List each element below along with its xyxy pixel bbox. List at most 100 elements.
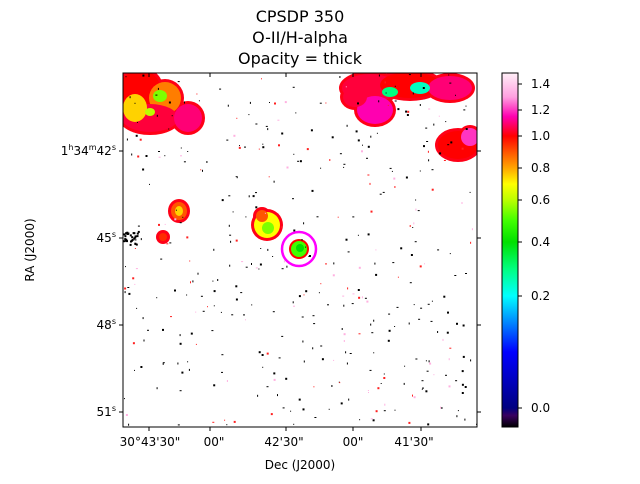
- noise-speck: [419, 104, 421, 106]
- noise-speck: [134, 239, 137, 241]
- noise-speck: [461, 392, 464, 394]
- noise-speck: [415, 358, 418, 360]
- noise-speck: [383, 373, 385, 375]
- noise-speck: [343, 304, 345, 307]
- noise-speck: [320, 283, 322, 285]
- noise-speck: [217, 279, 219, 281]
- noise-speck: [445, 374, 447, 376]
- noise-speck: [170, 316, 172, 318]
- noise-speck: [439, 152, 442, 155]
- noise-speck: [427, 423, 430, 426]
- region-right-edge-blob: [461, 128, 477, 146]
- noise-speck: [313, 323, 316, 325]
- noise-speck: [366, 300, 369, 303]
- noise-speck: [123, 240, 126, 243]
- x-tick-label: 41'30": [394, 435, 433, 449]
- noise-speck: [235, 298, 238, 301]
- noise-speck: [443, 160, 446, 161]
- noise-speck: [349, 353, 352, 354]
- noise-speck: [430, 320, 433, 322]
- noise-speck: [255, 192, 257, 194]
- x-tick-label: 30°43'30": [120, 435, 181, 449]
- noise-speck: [358, 266, 361, 269]
- region-top-left-core: [153, 90, 167, 102]
- noise-speck: [131, 236, 134, 239]
- noise-speck: [431, 300, 433, 302]
- noise-speck: [419, 170, 421, 172]
- noise-speck: [333, 359, 335, 361]
- noise-speck: [383, 377, 386, 379]
- noise-speck: [227, 104, 229, 107]
- noise-speck: [273, 378, 276, 381]
- noise-speck: [462, 355, 465, 358]
- noise-speck: [320, 167, 322, 169]
- noise-speck: [267, 128, 269, 131]
- noise-speck: [212, 421, 215, 423]
- noise-speck: [125, 238, 128, 241]
- x-axis-label: Dec (J2000): [265, 458, 335, 472]
- noise-speck: [200, 295, 203, 297]
- noise-speck: [188, 368, 190, 371]
- noise-speck: [126, 233, 129, 235]
- colorbar-gradient: [501, 72, 519, 428]
- noise-speck: [443, 295, 446, 298]
- noise-speck: [131, 238, 134, 241]
- noise-speck: [303, 222, 305, 225]
- noise-speck: [125, 232, 128, 235]
- noise-speck: [260, 248, 262, 249]
- noise-speck: [461, 147, 464, 150]
- noise-speck: [219, 88, 222, 90]
- noise-speck: [182, 216, 184, 218]
- noise-speck: [127, 287, 130, 288]
- noise-speck: [134, 369, 135, 371]
- noise-speck: [383, 410, 386, 412]
- noise-speck: [235, 239, 238, 242]
- noise-speck: [412, 394, 413, 397]
- noise-speck: [425, 127, 428, 129]
- chart-title-line-3: Opacity = thick: [238, 49, 363, 68]
- noise-speck: [258, 148, 260, 150]
- noise-speck: [337, 216, 339, 218]
- noise-speck: [448, 385, 451, 388]
- noise-speck: [180, 155, 182, 157]
- plot-frame: [122, 72, 478, 428]
- noise-speck: [142, 317, 144, 320]
- noise-speck: [128, 423, 130, 426]
- colorbar-tick-label: 0.0: [531, 401, 550, 415]
- noise-speck: [405, 176, 408, 179]
- noise-speck: [367, 233, 370, 236]
- noise-speck: [331, 136, 334, 139]
- noise-speck: [249, 101, 251, 104]
- noise-speck: [372, 419, 375, 422]
- y-axis-label: RA (J2000): [23, 218, 37, 281]
- noise-speck: [425, 390, 428, 393]
- noise-speck: [168, 128, 170, 130]
- noise-speck: [409, 225, 411, 227]
- noise-speck: [162, 362, 165, 364]
- noise-speck: [437, 331, 439, 333]
- noise-speck: [455, 380, 458, 382]
- noise-speck: [345, 86, 347, 88]
- noise-speck: [387, 104, 389, 106]
- noise-speck: [404, 365, 406, 367]
- noise-speck: [213, 290, 216, 293]
- noise-speck: [140, 238, 142, 241]
- noise-speck: [285, 377, 288, 380]
- noise-speck: [283, 260, 285, 263]
- noise-speck: [190, 281, 191, 284]
- noise-speck: [409, 282, 412, 284]
- noise-speck: [132, 342, 135, 345]
- noise-speck: [313, 386, 315, 388]
- noise-speck: [343, 163, 346, 165]
- noise-speck: [302, 340, 304, 343]
- noise-speck: [162, 362, 164, 365]
- noise-speck: [174, 289, 176, 292]
- noise-speck: [244, 146, 246, 148]
- noise-speck: [408, 74, 411, 76]
- noise-speck: [370, 210, 373, 213]
- noise-speck: [140, 366, 143, 368]
- noise-speck: [132, 232, 135, 235]
- noise-speck: [316, 216, 319, 218]
- noise-speck: [156, 114, 158, 117]
- noise-speck: [441, 407, 443, 409]
